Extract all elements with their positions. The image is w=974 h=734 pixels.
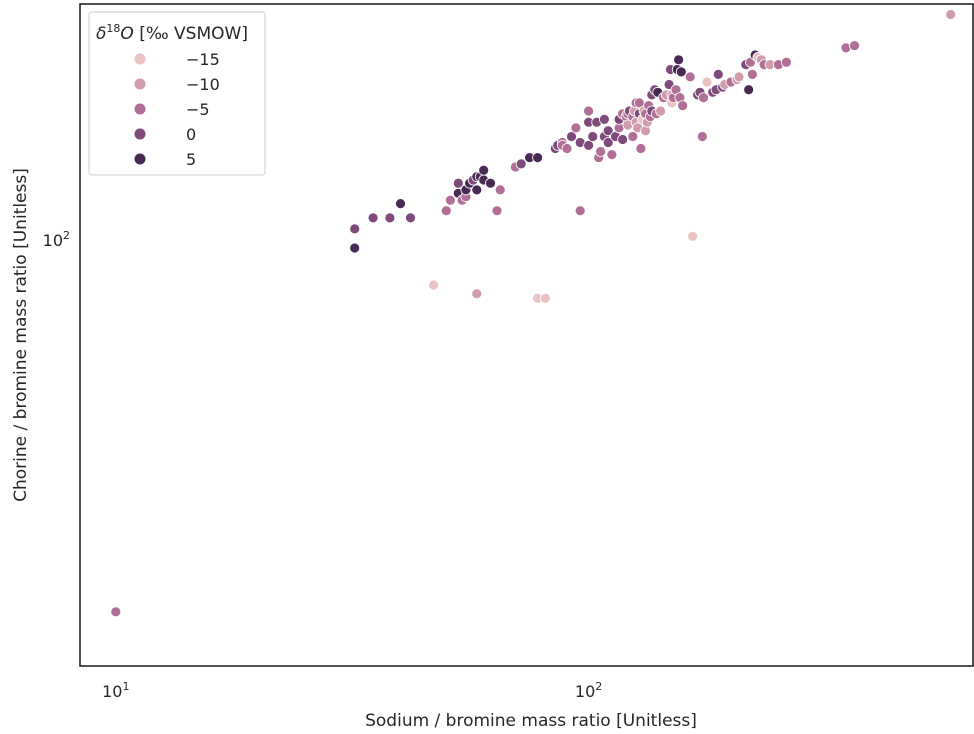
data-point-0 bbox=[110, 606, 122, 618]
data-point-96 bbox=[677, 100, 688, 111]
data-point-2 bbox=[349, 242, 361, 254]
data-point-44 bbox=[587, 131, 599, 142]
legend-marker-4 bbox=[134, 153, 146, 165]
data-point-37 bbox=[566, 131, 577, 142]
x-tick-label-1: 102 bbox=[575, 680, 602, 701]
data-point-102 bbox=[698, 92, 709, 103]
data-point-38 bbox=[570, 122, 582, 134]
legend-label-4: 5 bbox=[186, 150, 196, 169]
data-point-25 bbox=[494, 184, 506, 196]
y-axis-label: Chorine / bromine mass ratio [Unitless] bbox=[11, 168, 31, 502]
data-point-47 bbox=[595, 146, 606, 157]
data-point-8 bbox=[440, 205, 452, 217]
data-point-5 bbox=[395, 198, 406, 210]
data-point-29 bbox=[532, 152, 543, 164]
legend-entries: −15 −10 −5 0 5 bbox=[134, 50, 220, 169]
data-point-106 bbox=[712, 69, 724, 80]
data-point-21 bbox=[478, 164, 490, 176]
data-point-11 bbox=[452, 177, 464, 189]
ticks-layer: 101 102 102 bbox=[43, 229, 603, 701]
points-layer bbox=[110, 9, 957, 618]
data-point-83 bbox=[655, 105, 666, 117]
data-point-122 bbox=[781, 56, 792, 68]
y-tick-label-0: 102 bbox=[43, 229, 70, 250]
legend-label-0: −15 bbox=[186, 50, 220, 69]
data-point-113 bbox=[743, 84, 755, 96]
data-point-49 bbox=[599, 114, 610, 125]
data-point-1 bbox=[349, 223, 361, 235]
data-point-43 bbox=[583, 105, 594, 117]
data-point-93 bbox=[673, 54, 684, 66]
legend-title: δ18O [‰ VSMOW] bbox=[96, 22, 248, 44]
data-point-17 bbox=[471, 184, 483, 196]
data-point-101 bbox=[697, 131, 708, 142]
x-axis-label: Sodium / bromine mass ratio [Unitless] bbox=[365, 711, 697, 731]
data-point-115 bbox=[747, 69, 758, 80]
data-point-27 bbox=[515, 158, 527, 170]
x-tick-label-0: 101 bbox=[102, 680, 129, 701]
data-point-9 bbox=[444, 194, 456, 206]
data-point-51 bbox=[602, 137, 614, 148]
data-point-52 bbox=[606, 149, 618, 161]
legend-marker-3 bbox=[134, 128, 146, 140]
data-point-31 bbox=[540, 292, 551, 304]
data-point-23 bbox=[471, 288, 483, 300]
data-point-22 bbox=[485, 177, 496, 189]
data-point-103 bbox=[701, 76, 713, 88]
data-point-3 bbox=[367, 212, 379, 224]
legend-label-3: 0 bbox=[186, 125, 196, 144]
legend-marker-2 bbox=[134, 103, 146, 115]
data-point-70 bbox=[635, 143, 647, 154]
data-point-111 bbox=[733, 71, 745, 83]
legend-marker-0 bbox=[134, 53, 146, 65]
data-point-98 bbox=[687, 230, 699, 242]
data-point-125 bbox=[945, 9, 957, 20]
data-point-57 bbox=[617, 134, 628, 145]
legend-label-1: −10 bbox=[186, 75, 220, 94]
data-point-4 bbox=[384, 212, 396, 224]
legend: δ18O [‰ VSMOW] −15 −10 −5 0 5 bbox=[88, 11, 266, 176]
data-point-40 bbox=[574, 205, 586, 217]
legend-marker-1 bbox=[134, 78, 146, 90]
data-point-50 bbox=[602, 125, 614, 137]
data-point-95 bbox=[675, 66, 687, 78]
data-point-24 bbox=[491, 205, 503, 217]
data-point-36 bbox=[561, 143, 573, 154]
data-point-62 bbox=[627, 131, 639, 142]
data-point-97 bbox=[684, 71, 696, 83]
legend-label-2: −5 bbox=[186, 100, 210, 119]
data-point-7 bbox=[428, 279, 440, 291]
data-point-41 bbox=[583, 139, 594, 151]
data-point-6 bbox=[405, 212, 416, 224]
legend-frame bbox=[88, 11, 266, 176]
data-point-124 bbox=[849, 40, 860, 51]
